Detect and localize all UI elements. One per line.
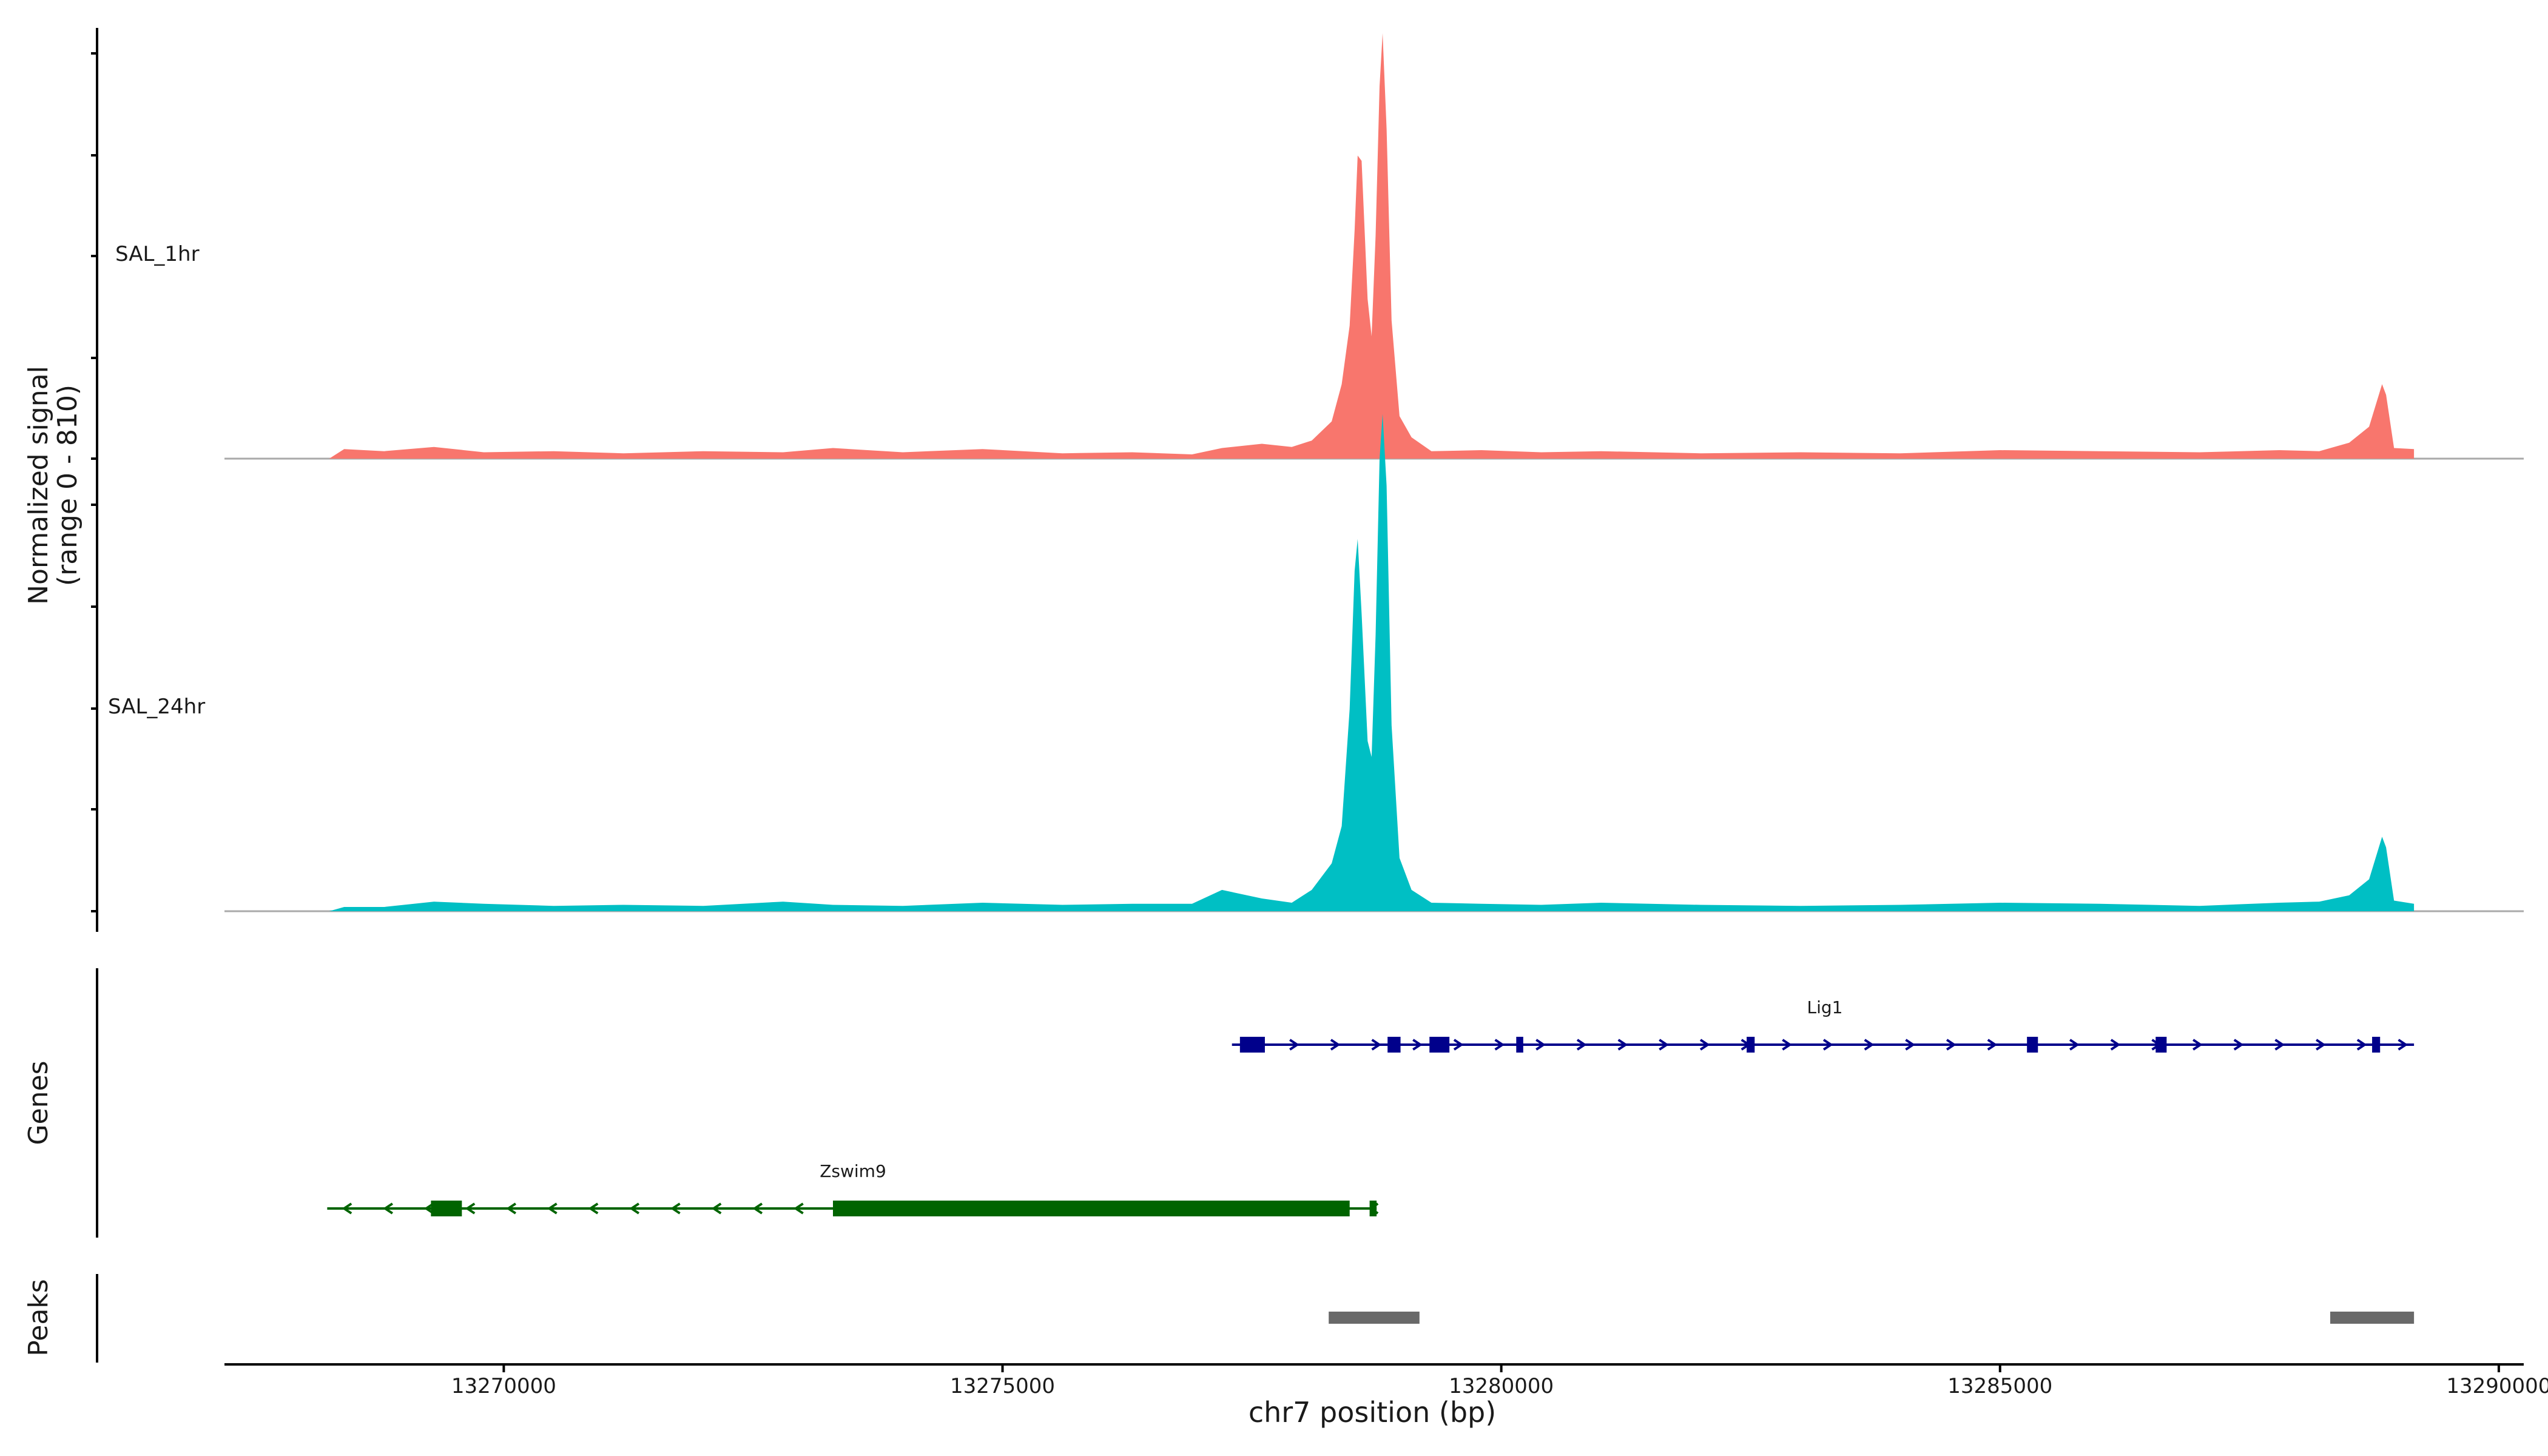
strand-arrow — [794, 1202, 804, 1215]
peak-bar — [1329, 1312, 1420, 1324]
exon-lig1 — [2155, 1037, 2167, 1053]
track-label-sal-1hr: SAL_1hr — [115, 242, 200, 266]
strand-arrow — [2316, 1039, 2326, 1051]
strand-arrow — [506, 1202, 517, 1215]
x-axis-label: chr7 position (bp) — [1249, 1396, 1496, 1429]
strand-arrow — [2356, 1039, 2367, 1051]
y-axis-label: Normalized signal — [23, 366, 54, 605]
strand-arrow — [629, 1202, 640, 1215]
strand-arrow — [1576, 1039, 1587, 1051]
coverage-area-sal-24hr — [329, 414, 2415, 911]
x-tick-label: 13290000 — [2446, 1374, 2548, 1398]
exon-lig1 — [1239, 1037, 1265, 1053]
x-axis-ticks: 13270000 13275000 13280000 13285000 13290000 — [451, 1364, 2548, 1398]
peak-bar — [2330, 1312, 2415, 1324]
strand-arrow — [1659, 1039, 1669, 1051]
exon-lig1 — [2372, 1037, 2381, 1053]
strand-arrow — [1412, 1039, 1423, 1051]
strand-arrow — [670, 1202, 681, 1215]
strand-arrow — [1987, 1039, 1998, 1051]
exon-lig1 — [1516, 1037, 1523, 1053]
strand-arrow — [1699, 1039, 1710, 1051]
track-label-sal-24hr: SAL_24hr — [108, 695, 205, 719]
x-tick-label: 13285000 — [1947, 1374, 2052, 1398]
strand-arrow — [1822, 1039, 1833, 1051]
exon-zswim9 — [1369, 1201, 1377, 1216]
coverage-y-ticks — [91, 52, 97, 912]
strand-arrow — [342, 1202, 352, 1215]
gene-annotations: Lig1 Zswim9 — [327, 997, 2415, 1216]
genes-panel-label: Genes — [23, 1060, 54, 1145]
gene-label-zswim9: Zswim9 — [820, 1161, 886, 1181]
strand-arrow — [752, 1202, 763, 1215]
strand-arrow — [1905, 1039, 1915, 1051]
strand-arrow — [2110, 1039, 2121, 1051]
strand-arrow — [547, 1202, 558, 1215]
strand-arrow — [465, 1202, 476, 1215]
strand-arrow — [1494, 1039, 1505, 1051]
strand-arrow — [2398, 1039, 2408, 1051]
strand-arrow — [1946, 1039, 1956, 1051]
strand-arrow — [1535, 1039, 1546, 1051]
coverage-tracks — [224, 33, 2524, 912]
strand-arrow — [2192, 1039, 2203, 1051]
strand-arrow — [2233, 1039, 2244, 1051]
strand-arrow — [1330, 1039, 1341, 1051]
exon-zswim9 — [832, 1201, 1350, 1216]
x-tick-label: 13275000 — [950, 1374, 1055, 1398]
y-axis-label-range: (range 0 - 810) — [52, 385, 83, 586]
exon-lig1 — [1747, 1037, 1755, 1053]
strand-arrow — [383, 1202, 393, 1215]
strand-arrow — [1617, 1039, 1628, 1051]
strand-arrow — [711, 1202, 722, 1215]
strand-arrow — [1289, 1039, 1299, 1051]
strand-arrow — [1864, 1039, 1875, 1051]
peak-regions — [1329, 1312, 2415, 1324]
coverage-area-sal-1hr — [329, 33, 2415, 459]
gene-label-lig1: Lig1 — [1807, 997, 1843, 1017]
exon-lig1 — [2027, 1037, 2038, 1053]
peaks-panel-label: Peaks — [23, 1279, 54, 1356]
x-tick-label: 13270000 — [451, 1374, 556, 1398]
exon-lig1 — [1387, 1037, 1401, 1053]
x-tick-label: 13280000 — [1449, 1374, 1554, 1398]
strand-arrow — [1371, 1039, 1382, 1051]
exon-lig1 — [1429, 1037, 1450, 1053]
strand-arrow — [2069, 1039, 2080, 1051]
strand-arrow — [1782, 1039, 1792, 1051]
strand-arrow — [1453, 1039, 1464, 1051]
strand-arrow — [588, 1202, 599, 1215]
strand-arrow — [2274, 1039, 2285, 1051]
exon-zswim9 — [431, 1201, 462, 1216]
